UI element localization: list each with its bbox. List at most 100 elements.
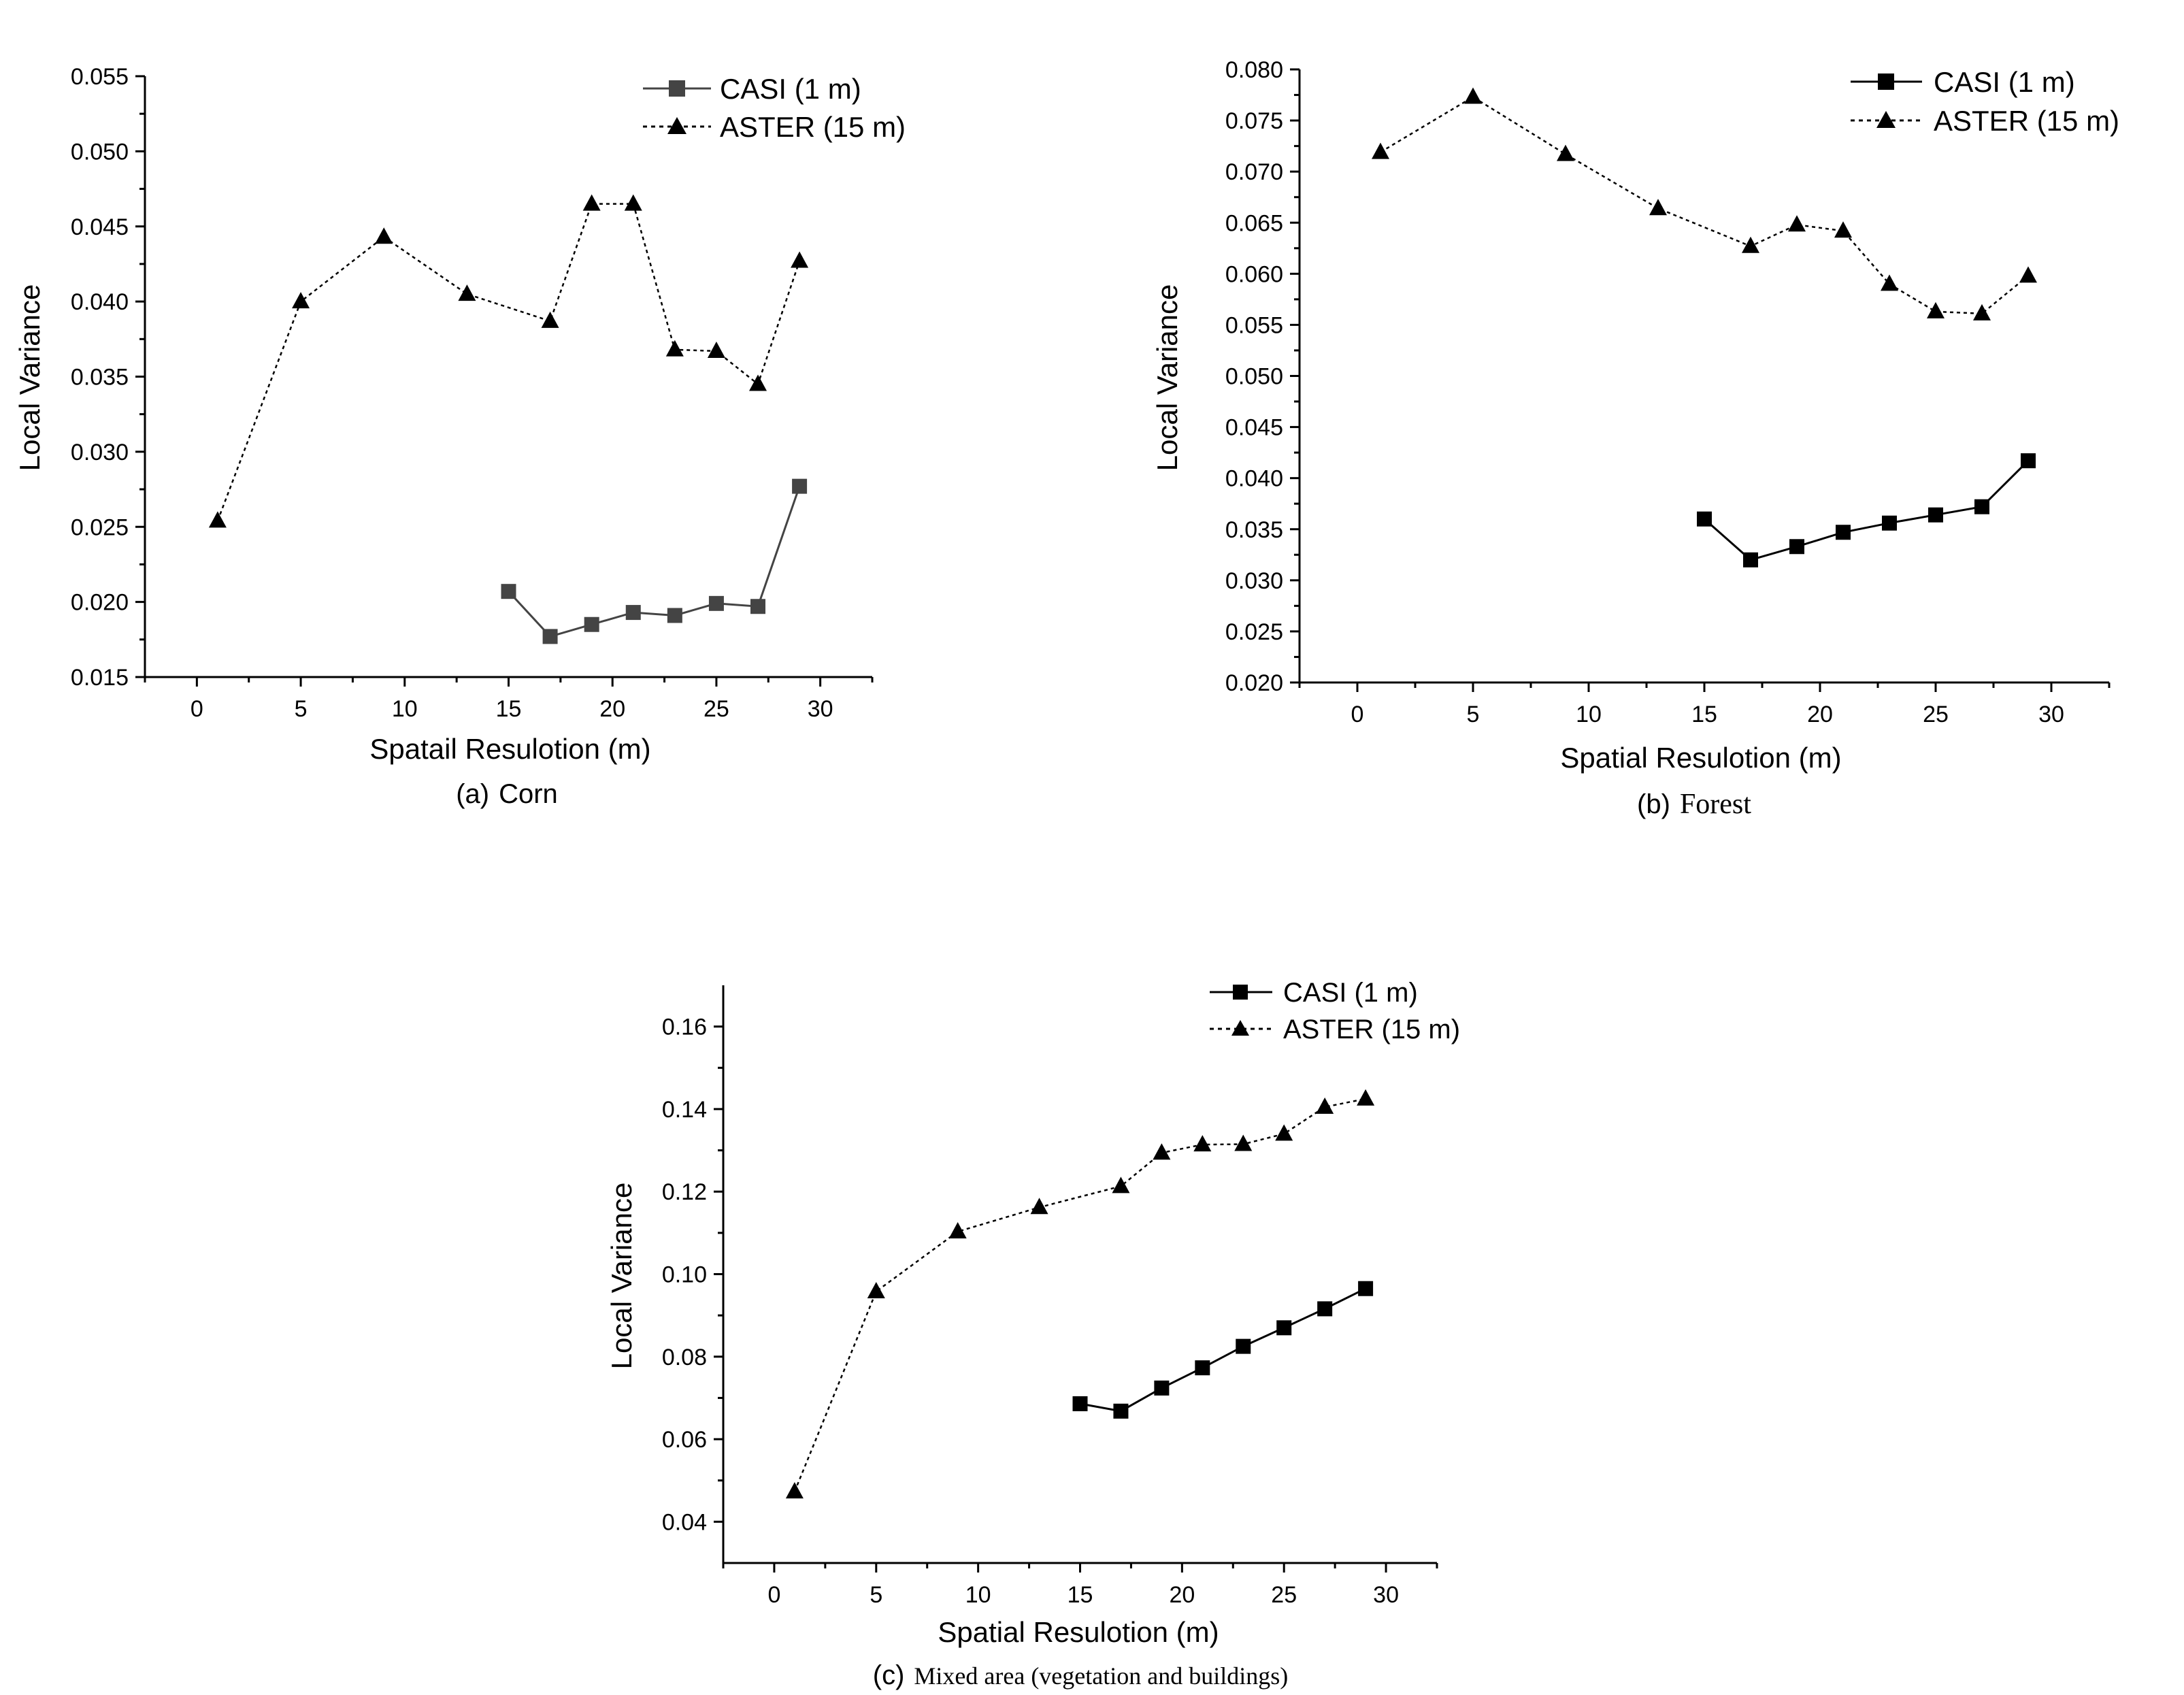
data-point-aster (208, 511, 227, 528)
series-line-aster (1380, 96, 2029, 315)
x-tick-label: 25 (1923, 702, 1949, 727)
y-axis-label: Local Variance (606, 1183, 638, 1370)
x-tick-label: 15 (1068, 1582, 1093, 1608)
legend-label: ASTER (15 m) (1283, 1015, 1460, 1044)
y-tick-label: 0.025 (71, 514, 129, 540)
legend-entry-aster: ASTER (15 m) (643, 111, 906, 143)
data-point-aster (1742, 236, 1759, 253)
x-tick-label: 30 (1373, 1582, 1399, 1608)
data-point-aster (1973, 303, 1991, 320)
data-point-aster (665, 340, 684, 357)
data-point-casi (1789, 539, 1804, 555)
data-point-aster (707, 341, 725, 358)
y-tick-label: 0.040 (1225, 466, 1283, 492)
y-tick-label: 0.080 (1225, 57, 1283, 83)
data-point-aster (1153, 1143, 1171, 1160)
x-tick-label: 0 (191, 696, 203, 722)
data-point-aster (624, 194, 642, 211)
series-line-aster (216, 203, 801, 521)
data-point-aster (867, 1281, 885, 1298)
x-axis-label: Spatial Resulotion (m) (938, 1616, 1219, 1648)
y-tick-label: 0.050 (1225, 364, 1283, 390)
y-tick-label: 0.025 (1225, 619, 1283, 645)
data-point-aster (1357, 1089, 1375, 1106)
panel-b-forest: Local Variance Spatial Resulotion (m) (b… (1151, 57, 2119, 820)
chart-legend: CASI (1 m) ASTER (15 m) (643, 73, 906, 143)
data-point-casi (584, 616, 599, 632)
x-tick-label: 20 (599, 696, 625, 722)
x-tick-label: 10 (392, 696, 418, 722)
y-tick-label: 0.14 (662, 1097, 707, 1123)
caption-prefix: (a) (456, 779, 489, 809)
data-point-aster (1234, 1134, 1253, 1151)
data-point-casi (1882, 515, 1897, 531)
data-point-aster (1030, 1198, 1048, 1215)
x-tick-label: 5 (870, 1582, 882, 1608)
y-tick-label: 0.055 (71, 64, 129, 90)
legend-label: CASI (1 m) (1934, 66, 2075, 98)
legend-label: ASTER (15 m) (1934, 105, 2119, 137)
data-point-casi (708, 595, 724, 611)
x-tick-label: 20 (1807, 702, 1833, 727)
y-tick-label: 0.035 (1225, 517, 1283, 543)
data-point-aster (1927, 301, 1945, 318)
data-point-aster (1834, 221, 1852, 238)
y-axis-label: Local Variance (14, 284, 46, 472)
data-point-aster (1788, 215, 1806, 232)
x-axis-label: Spatail Resulotion (m) (369, 733, 650, 765)
data-point-casi (1358, 1281, 1374, 1296)
legend-label: ASTER (15 m) (720, 111, 906, 143)
x-tick-label: 0 (767, 1582, 780, 1608)
panel-caption: (a) Corn (456, 779, 558, 809)
y-tick-label: 0.10 (662, 1262, 707, 1288)
legend-label: CASI (1 m) (1283, 978, 1418, 1008)
data-point-casi (2021, 453, 2036, 469)
data-point-aster (1372, 142, 1389, 159)
data-point-aster (1316, 1097, 1334, 1114)
data-point-casi (625, 605, 641, 621)
y-tick-label: 0.12 (662, 1179, 707, 1205)
x-tick-label: 15 (496, 696, 522, 722)
panel-caption: (b) Forest (1637, 789, 1751, 820)
data-point-casi (542, 629, 558, 644)
legend-entry-casi: CASI (1 m) (1851, 66, 2075, 98)
y-tick-label: 0.060 (1225, 261, 1283, 287)
data-point-casi (1974, 499, 1989, 514)
data-point-aster (458, 284, 476, 301)
y-tick-label: 0.015 (71, 665, 129, 691)
data-point-aster (1881, 274, 1898, 291)
y-tick-label: 0.075 (1225, 108, 1283, 134)
data-point-aster (1193, 1135, 1212, 1152)
x-tick-label: 20 (1169, 1582, 1195, 1608)
y-tick-label: 0.04 (662, 1509, 707, 1535)
legend-entry-casi: CASI (1 m) (1210, 978, 1418, 1008)
y-tick-label: 0.16 (662, 1015, 707, 1040)
legend-entry-aster: ASTER (15 m) (1210, 1015, 1460, 1044)
y-tick-label: 0.050 (71, 139, 129, 165)
y-tick-label: 0.020 (1225, 670, 1283, 696)
data-point-aster (1275, 1124, 1293, 1141)
data-point-aster (292, 292, 310, 309)
data-point-casi (792, 478, 808, 494)
data-point-aster (2019, 266, 2037, 283)
data-point-aster (1112, 1176, 1130, 1194)
y-tick-label: 0.065 (1225, 210, 1283, 236)
data-point-casi (1928, 507, 1943, 523)
data-point-aster (375, 227, 393, 244)
x-tick-label: 5 (1467, 702, 1480, 727)
series-line-casi (508, 486, 801, 638)
chart-legend: CASI (1 m) ASTER (15 m) (1210, 978, 1460, 1044)
x-tick-label: 5 (295, 696, 308, 722)
caption-prefix: (c) (873, 1660, 905, 1690)
data-point-casi (1113, 1403, 1129, 1419)
y-tick-label: 0.045 (71, 214, 129, 240)
y-tick-label: 0.030 (71, 440, 129, 465)
y-tick-label: 0.045 (1225, 415, 1283, 441)
panel-c-mixed-area: Local Variance Spatial Resulotion (m) (c… (606, 978, 1460, 1690)
x-tick-label: 25 (1271, 1582, 1297, 1608)
y-tick-label: 0.035 (71, 365, 129, 391)
caption-text: Corn (499, 779, 558, 809)
data-point-casi (1697, 511, 1712, 527)
x-tick-label: 10 (965, 1582, 991, 1608)
data-point-casi (1743, 552, 1758, 567)
